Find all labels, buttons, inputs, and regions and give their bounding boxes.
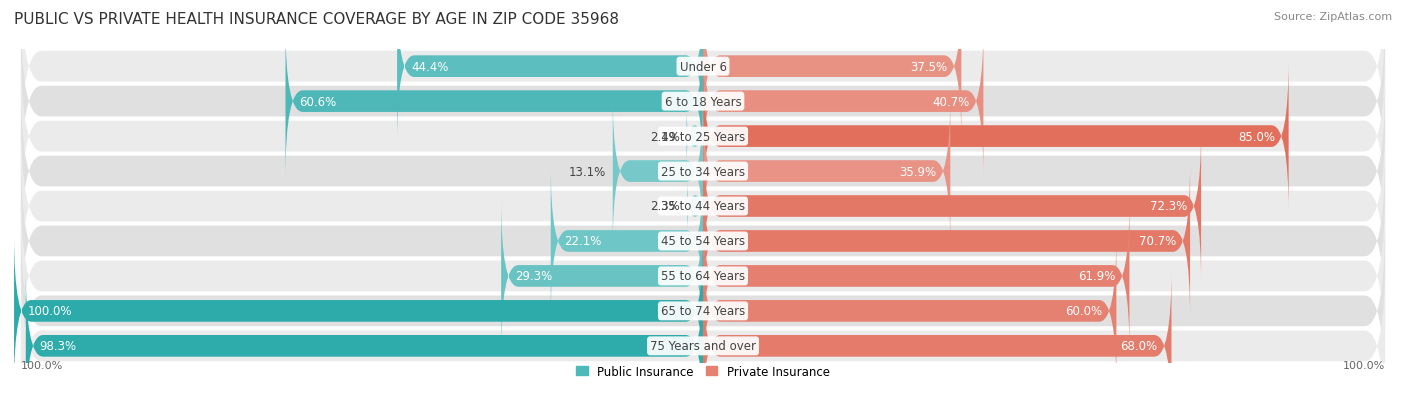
Text: 85.0%: 85.0% — [1237, 130, 1275, 143]
Text: 35 to 44 Years: 35 to 44 Years — [661, 200, 745, 213]
Text: PUBLIC VS PRIVATE HEALTH INSURANCE COVERAGE BY AGE IN ZIP CODE 35968: PUBLIC VS PRIVATE HEALTH INSURANCE COVER… — [14, 12, 619, 27]
Text: 25 to 34 Years: 25 to 34 Years — [661, 165, 745, 178]
FancyBboxPatch shape — [21, 82, 1385, 261]
Legend: Public Insurance, Private Insurance: Public Insurance, Private Insurance — [571, 360, 835, 383]
Text: 61.9%: 61.9% — [1078, 270, 1116, 283]
Text: Source: ZipAtlas.com: Source: ZipAtlas.com — [1274, 12, 1392, 22]
FancyBboxPatch shape — [551, 165, 703, 318]
FancyBboxPatch shape — [688, 177, 703, 236]
FancyBboxPatch shape — [703, 270, 1171, 413]
Text: 6 to 18 Years: 6 to 18 Years — [665, 95, 741, 108]
FancyBboxPatch shape — [21, 257, 1385, 413]
FancyBboxPatch shape — [14, 235, 703, 387]
Text: 72.3%: 72.3% — [1150, 200, 1187, 213]
FancyBboxPatch shape — [501, 200, 703, 353]
Text: 22.1%: 22.1% — [565, 235, 602, 248]
Text: 70.7%: 70.7% — [1139, 235, 1177, 248]
FancyBboxPatch shape — [21, 12, 1385, 191]
Text: 44.4%: 44.4% — [411, 61, 449, 74]
Text: 100.0%: 100.0% — [28, 305, 72, 318]
FancyBboxPatch shape — [21, 117, 1385, 296]
Text: 35.9%: 35.9% — [900, 165, 936, 178]
Text: 40.7%: 40.7% — [932, 95, 970, 108]
FancyBboxPatch shape — [703, 0, 962, 143]
FancyBboxPatch shape — [25, 270, 703, 413]
Text: 98.3%: 98.3% — [39, 339, 77, 352]
FancyBboxPatch shape — [21, 152, 1385, 331]
FancyBboxPatch shape — [21, 222, 1385, 401]
FancyBboxPatch shape — [703, 200, 1129, 353]
Text: 2.4%: 2.4% — [650, 130, 679, 143]
FancyBboxPatch shape — [703, 165, 1189, 318]
Text: Under 6: Under 6 — [679, 61, 727, 74]
FancyBboxPatch shape — [285, 26, 703, 178]
FancyBboxPatch shape — [686, 106, 703, 168]
Text: 75 Years and over: 75 Years and over — [650, 339, 756, 352]
FancyBboxPatch shape — [613, 95, 703, 248]
Text: 68.0%: 68.0% — [1121, 339, 1157, 352]
Text: 60.0%: 60.0% — [1066, 305, 1102, 318]
Text: 100.0%: 100.0% — [1343, 361, 1385, 370]
Text: 100.0%: 100.0% — [21, 361, 63, 370]
Text: 65 to 74 Years: 65 to 74 Years — [661, 305, 745, 318]
Text: 29.3%: 29.3% — [515, 270, 553, 283]
Text: 13.1%: 13.1% — [568, 165, 606, 178]
FancyBboxPatch shape — [396, 0, 703, 143]
Text: 45 to 54 Years: 45 to 54 Years — [661, 235, 745, 248]
Text: 19 to 25 Years: 19 to 25 Years — [661, 130, 745, 143]
Text: 60.6%: 60.6% — [299, 95, 336, 108]
FancyBboxPatch shape — [21, 187, 1385, 366]
FancyBboxPatch shape — [703, 235, 1116, 387]
Text: 2.3%: 2.3% — [651, 200, 681, 213]
FancyBboxPatch shape — [21, 0, 1385, 156]
FancyBboxPatch shape — [703, 130, 1201, 283]
FancyBboxPatch shape — [703, 60, 1289, 213]
Text: 37.5%: 37.5% — [911, 61, 948, 74]
Text: 55 to 64 Years: 55 to 64 Years — [661, 270, 745, 283]
FancyBboxPatch shape — [21, 47, 1385, 226]
FancyBboxPatch shape — [703, 95, 950, 248]
FancyBboxPatch shape — [703, 26, 983, 178]
